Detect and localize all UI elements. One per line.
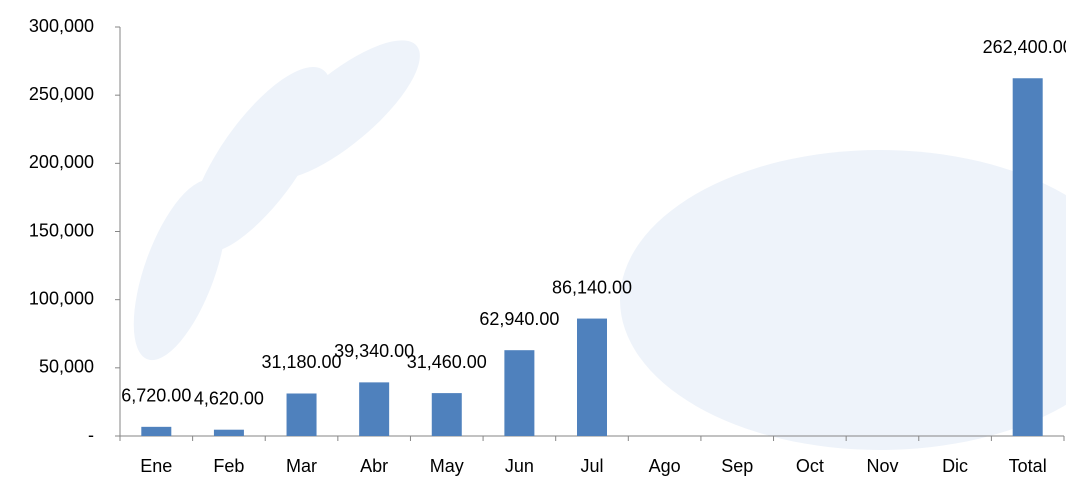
data-label: 31,460.00 [407, 352, 487, 372]
y-tick-label: 150,000 [29, 220, 94, 240]
x-tick-label: Abr [360, 456, 388, 476]
data-label: 4,620.00 [194, 388, 264, 408]
bar [359, 382, 389, 436]
x-tick-label: Jun [505, 456, 534, 476]
x-tick-label: Mar [286, 456, 317, 476]
chart: - 50,000 100,000 150,000 200,000 250,000 300,0… [0, 0, 1066, 482]
x-tick-label: Jul [580, 456, 603, 476]
data-label: 39,340.00 [334, 341, 414, 361]
x-tick-label: Feb [213, 456, 244, 476]
bar [504, 350, 534, 436]
data-label: 62,940.00 [479, 309, 559, 329]
data-label: 6,720.00 [121, 386, 191, 406]
y-tick-label: 200,000 [29, 152, 94, 172]
x-tick-label: Oct [796, 456, 824, 476]
x-tick-label: Ene [140, 456, 172, 476]
bar [577, 319, 607, 436]
y-tick-label: 50,000 [39, 357, 94, 377]
y-tick-label: 250,000 [29, 84, 94, 104]
bar [1013, 78, 1043, 436]
data-label: 31,180.00 [261, 352, 341, 372]
data-label: 86,140.00 [552, 277, 632, 297]
y-tick-label: 100,000 [29, 288, 94, 308]
bar [214, 430, 244, 436]
x-tick-label: Nov [866, 456, 898, 476]
x-tick-label: Ago [649, 456, 681, 476]
data-label: 262,400.00 [983, 37, 1066, 57]
bar [432, 393, 462, 436]
y-tick-label: 300,000 [29, 16, 94, 36]
x-tick-label: Sep [721, 456, 753, 476]
x-tick-label: Dic [942, 456, 968, 476]
bar [141, 427, 171, 436]
bar [287, 393, 317, 436]
x-tick-label: May [430, 456, 464, 476]
x-tick-label: Total [1009, 456, 1047, 476]
y-tick-label: - [88, 425, 94, 445]
